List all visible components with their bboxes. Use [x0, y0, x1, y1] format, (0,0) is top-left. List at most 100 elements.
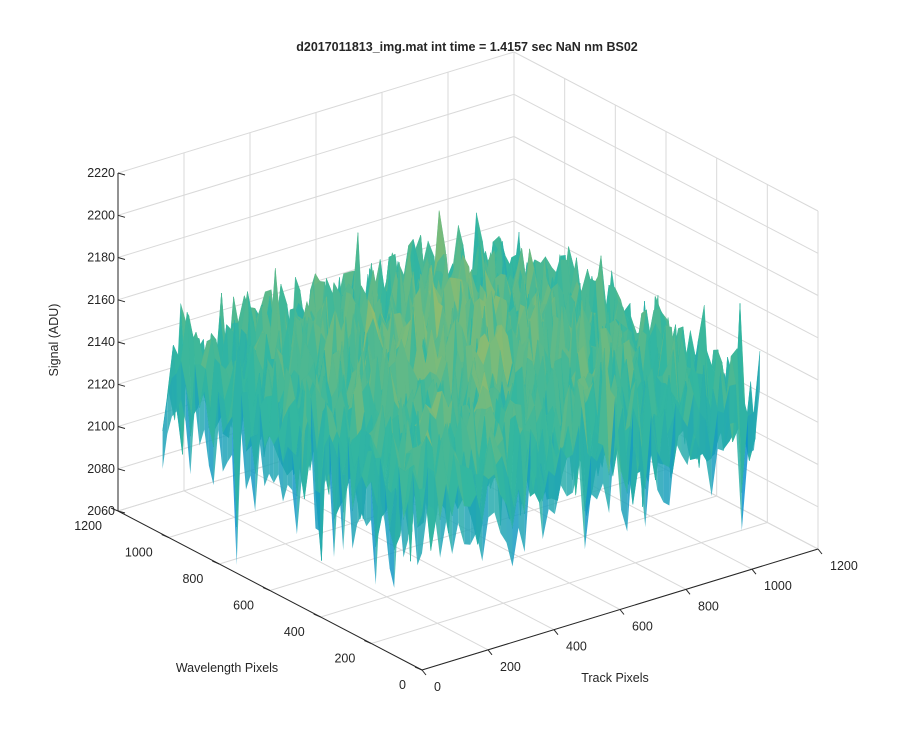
surface-skirt: [408, 471, 413, 540]
surface-skirt: [723, 385, 730, 451]
surface-skirt: [398, 466, 404, 558]
surface-skirt: [554, 447, 561, 515]
x-tick: [817, 548, 823, 555]
surface-skirt: [375, 459, 381, 585]
x-tick: [685, 588, 691, 595]
surface-skirt: [315, 490, 321, 532]
y-tick-label: 600: [233, 599, 254, 613]
surface-skirt: [440, 483, 447, 558]
surface-skirt: [446, 483, 453, 555]
surface-skirt: [176, 361, 182, 412]
surface-skirt: [729, 384, 736, 424]
surface-skirt: [213, 391, 219, 485]
surface-skirt: [250, 437, 256, 512]
y-axis-label: Wavelength Pixels: [176, 661, 278, 675]
x-tick-label: 0: [434, 680, 441, 694]
surface-skirt: [259, 406, 265, 487]
surface-skirt: [412, 471, 418, 566]
surface-skirt: [320, 444, 325, 532]
surface-skirt: [428, 467, 435, 510]
surface-skirt: [389, 530, 395, 588]
surface-skirt: [699, 412, 706, 458]
x-tick-label: 1200: [830, 559, 858, 573]
y-tick-label: 1200: [74, 519, 102, 533]
z-tick-label: 2180: [87, 251, 115, 265]
surface-skirt: [171, 373, 177, 417]
grid-line: [320, 495, 717, 618]
x-tick-label: 200: [500, 660, 521, 674]
surface-skirt: [287, 446, 293, 491]
surface-skirt: [283, 446, 288, 502]
surface-skirt: [458, 484, 465, 545]
surface-skirt: [269, 435, 274, 483]
surface-skirt: [306, 377, 311, 436]
y-tick: [110, 507, 119, 512]
surface-skirt: [512, 489, 519, 567]
z-tick: [117, 383, 126, 387]
surface-skirt: [669, 403, 676, 506]
surface-skirt: [500, 495, 507, 543]
z-tick-label: 2140: [87, 335, 115, 349]
grid-line: [371, 522, 768, 644]
surface-skirt: [675, 403, 682, 455]
x-tick-label: 400: [566, 640, 587, 654]
surface-skirt: [572, 425, 579, 493]
surface-skirt: [264, 435, 270, 487]
surface-skirt: [470, 494, 477, 545]
x-tick: [421, 669, 427, 676]
surface-skirt: [347, 436, 353, 549]
surface-skirt: [324, 434, 330, 483]
surface-skirt: [227, 416, 233, 463]
surface-skirt: [329, 434, 334, 558]
x-tick: [553, 629, 559, 636]
axes-lines: [110, 172, 823, 676]
surface-skirt: [747, 412, 754, 454]
surface-skirt: [273, 436, 279, 483]
surface-skirt: [591, 456, 597, 500]
surface-skirt: [218, 391, 223, 472]
z-tick: [117, 299, 126, 303]
surface-skirt: [687, 394, 694, 466]
z-tick-label: 2200: [87, 208, 115, 222]
surface-skirt: [292, 452, 297, 535]
surface-skirt: [338, 442, 344, 551]
surface-skirt: [296, 441, 302, 535]
surface-skirt: [403, 501, 409, 558]
surface-skirt: [422, 467, 428, 554]
z-tick-label: 2220: [87, 166, 115, 180]
surface-skirt: [199, 391, 205, 446]
surface-skirt: [735, 384, 742, 531]
surface-skirt: [357, 476, 362, 525]
surface-skirt: [542, 470, 549, 540]
grid-line: [513, 93, 819, 254]
x-tick-label: 1000: [764, 579, 792, 593]
z-tick-label: 2160: [87, 293, 115, 307]
surface-skirt: [371, 481, 376, 585]
surface-skirt: [584, 456, 591, 550]
surface-skirt: [361, 476, 367, 527]
tick-labels: 0 200 400 600 800 1000 1200 0 200 400 600 800 1000 12…: [74, 166, 858, 694]
surface-skirt: [181, 361, 186, 423]
z-tick-label: 2080: [87, 462, 115, 476]
z-tick: [117, 468, 126, 472]
surface-skirt: [609, 397, 616, 514]
surface-skirt: [494, 474, 501, 533]
surface-skirt: [548, 470, 555, 515]
surface-skirt: [717, 410, 724, 451]
surface-skirt: [603, 445, 610, 514]
grid-line: [117, 136, 515, 258]
surface-skirt: [657, 451, 664, 503]
surface-skirt: [645, 414, 652, 527]
z-tick-label: 2120: [87, 377, 115, 391]
y-tick: [414, 666, 423, 671]
surface-skirt: [185, 384, 191, 475]
z-tick: [117, 172, 126, 176]
y-tick: [161, 534, 169, 538]
surface-skirt: [366, 481, 371, 527]
surface-skirt: [476, 494, 483, 562]
surface-skirt: [482, 479, 489, 562]
surface-skirt: [167, 378, 172, 435]
surface-skirt: [639, 427, 646, 527]
surface-skirt: [627, 408, 634, 532]
